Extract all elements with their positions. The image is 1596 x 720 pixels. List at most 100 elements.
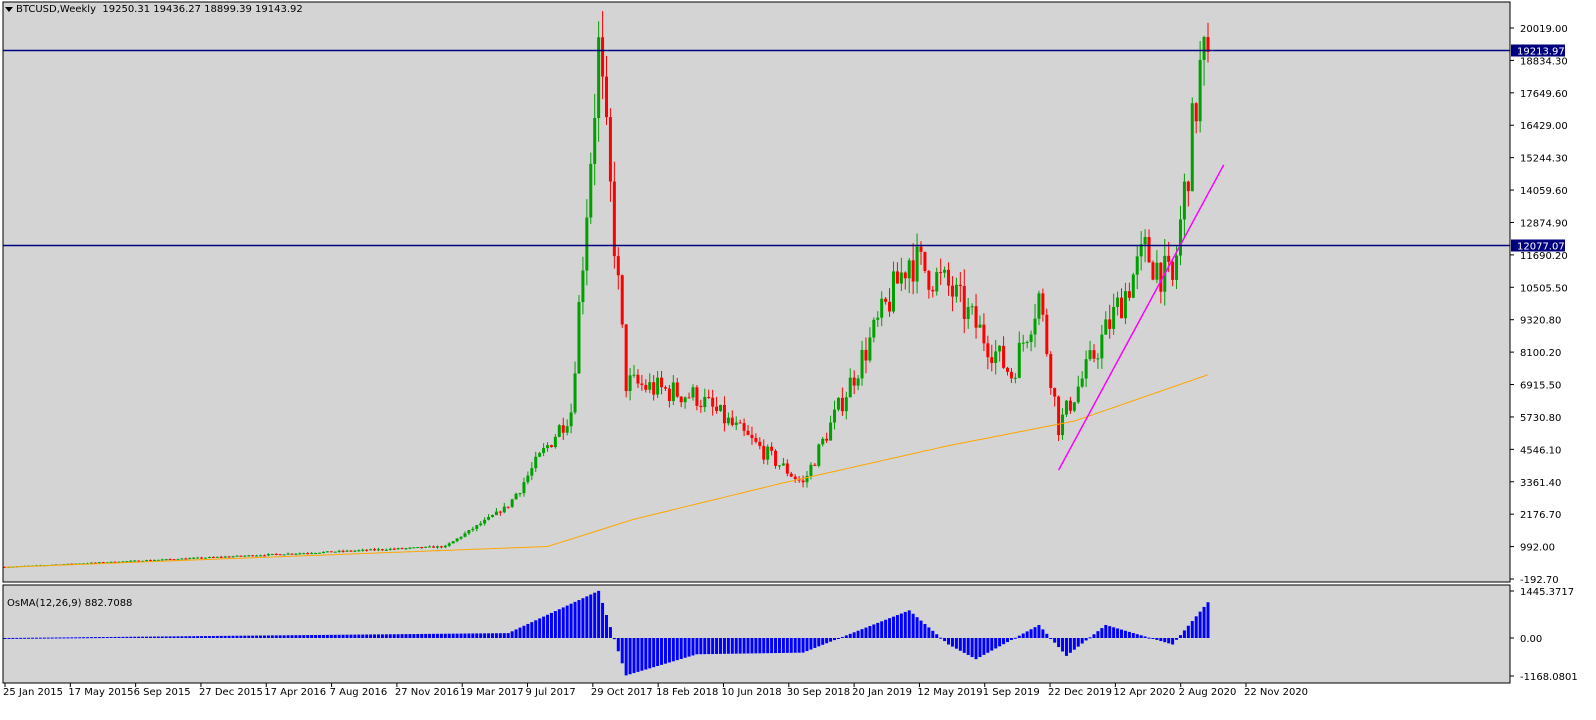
candle-body [443,545,447,548]
osma-bar [109,636,113,638]
osma-bar [553,611,557,638]
osma-bar [671,638,675,662]
osma-bar [396,634,400,638]
osma-bar [310,635,314,638]
candle-body [538,452,542,457]
candle-body [1057,396,1061,436]
osma-bar [836,638,840,639]
candle-body [207,557,211,559]
osma-bar [74,637,78,639]
candle-body [1182,181,1186,220]
osma-bar [3,638,7,639]
price-tick-label: 11690.20 [1520,251,1568,262]
osma-bar [785,638,789,653]
osma-bar [321,634,325,638]
candle-body [660,377,664,388]
candle-body [380,549,384,551]
ohlc-readout: 19250.31 19436.27 18899.39 19143.92 [102,4,303,15]
osma-bar [475,633,479,638]
candle-body [200,557,204,559]
price-tag-box [1511,239,1565,252]
candle-body [314,552,318,554]
candle-body [188,558,192,560]
candle-body [1064,400,1068,415]
candle-body [935,272,939,292]
candle-body [565,426,569,433]
time-tick-label: 25 Jan 2015 [3,687,63,698]
osma-bar [223,635,227,638]
candle-body [978,324,982,328]
osma-bar [1190,621,1194,638]
osma-bar [129,636,133,638]
osma-bar [176,636,180,638]
candle-body [490,515,494,518]
candle-body [310,553,314,555]
osma-bar [974,638,978,660]
candle-body [656,377,660,395]
osma-bar [156,636,160,638]
chart-menu-icon[interactable] [5,7,13,12]
candle-body [1147,237,1151,263]
osma-bar [380,634,384,638]
osma-bar [506,633,510,638]
candle-body [1100,334,1104,359]
candle-body [1151,262,1155,280]
candle-body [943,269,947,273]
osma-bar [958,638,962,651]
time-tick-label: 10 Jun 2018 [721,687,781,698]
candle-body [726,417,730,424]
osma-bar [656,638,660,667]
candle-body [640,383,644,385]
time-tick-label: 27 Nov 2016 [395,687,459,698]
osma-bar [333,634,337,638]
candle-body [593,118,597,164]
osma-bar [101,637,105,639]
candle-body [636,374,640,384]
osma-bar [1068,638,1072,653]
trendline[interactable] [1057,164,1225,471]
time-tick-label: 6 Sep 2015 [134,687,191,698]
candle-body [1167,255,1171,262]
osma-bar [148,636,152,638]
osma-bar [817,638,821,647]
osma-bar [435,633,439,638]
candle-body [860,349,864,379]
osma-bar [34,637,38,639]
osma-bar [510,631,514,638]
osma-bar [538,618,542,638]
osma-bar [542,616,546,638]
candle-body [1029,334,1033,343]
osma-bar [337,634,341,638]
candle-body [542,448,546,453]
osma-bar [636,638,640,672]
candle-body [734,422,738,425]
candle-body [93,562,97,564]
osma-bar [860,629,864,638]
candle-body [986,343,990,358]
osma-bar [172,636,176,638]
osma-pane[interactable] [2,584,1511,684]
candle-body [546,445,550,449]
candle-body [695,387,699,406]
osma-bar [1104,624,1108,638]
candle-body [750,434,754,438]
osma-bar [180,636,184,638]
osma-bar [294,635,298,638]
price-tag-label: 12077.07 [1517,242,1565,253]
time-tick-label: 2 Aug 2020 [1179,687,1237,698]
price-pane[interactable] [2,1,1511,583]
candle-body [526,475,530,483]
candle-body [475,525,479,529]
candle-body [833,409,837,423]
osma-bar [207,636,211,638]
osma-bar [801,638,805,653]
candle-body [282,554,286,556]
candle-body [148,560,152,562]
candle-body [424,546,428,548]
osma-bar [1120,629,1124,638]
candle-body [251,555,255,557]
osma-bar [1064,638,1068,656]
candle-body [970,306,974,308]
